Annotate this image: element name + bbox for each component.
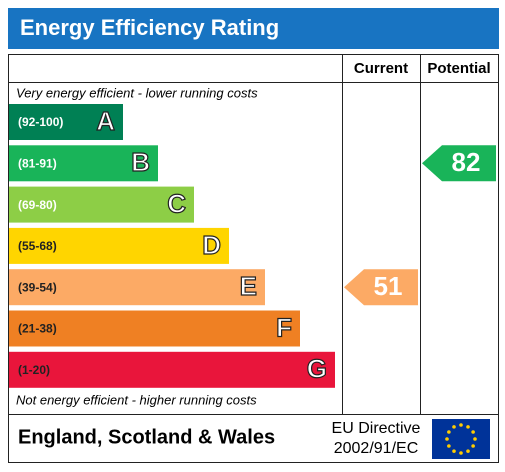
rating-value: 51	[374, 271, 403, 301]
eu-star	[445, 437, 449, 441]
eu-star	[459, 451, 463, 455]
band-range: (69-80)	[18, 198, 57, 212]
band-range: (21-38)	[18, 322, 57, 336]
band-range: (55-68)	[18, 239, 57, 253]
band-letter: C	[167, 188, 186, 218]
title-bar	[8, 8, 499, 49]
rating-value: 82	[452, 147, 481, 177]
band	[9, 227, 229, 264]
band	[9, 145, 158, 182]
bottom-note: Not energy efficient - higher running co…	[16, 392, 257, 407]
band-letter: A	[96, 106, 115, 136]
top-note: Very energy efficient - lower running co…	[16, 85, 258, 100]
directive: EU Directive	[332, 420, 421, 437]
rating-arrow	[422, 145, 496, 182]
footer-frame	[8, 414, 499, 463]
eu-star	[471, 430, 475, 434]
region: England, Scotland & Wales	[18, 426, 275, 448]
directive: 2002/91/EC	[334, 440, 419, 457]
band	[9, 310, 300, 347]
band	[9, 269, 265, 306]
header: Current	[354, 60, 408, 77]
eu-star	[473, 437, 477, 441]
eu-star	[459, 423, 463, 427]
eu-star	[447, 444, 451, 448]
eu-star	[471, 444, 475, 448]
band-letter: E	[240, 271, 257, 301]
band-letter: B	[131, 147, 150, 177]
band-range: (39-54)	[18, 280, 57, 294]
band-range: (92-100)	[18, 115, 63, 129]
rating-arrow	[344, 269, 418, 306]
band	[9, 104, 123, 140]
band-range: (1-20)	[18, 363, 50, 377]
band-letter: D	[202, 230, 221, 260]
eu-stars	[445, 423, 477, 455]
eu-star	[466, 449, 470, 453]
band	[9, 351, 335, 388]
eu-star	[452, 449, 456, 453]
band	[9, 186, 194, 223]
title: Energy Efficiency Rating	[20, 15, 279, 40]
header: Potential	[427, 60, 490, 77]
band-letter: F	[276, 312, 292, 342]
band-letter: G	[307, 354, 327, 384]
eu-star	[452, 425, 456, 429]
eu-star	[447, 430, 451, 434]
eu-star	[466, 425, 470, 429]
band-range: (81-91)	[18, 156, 57, 170]
